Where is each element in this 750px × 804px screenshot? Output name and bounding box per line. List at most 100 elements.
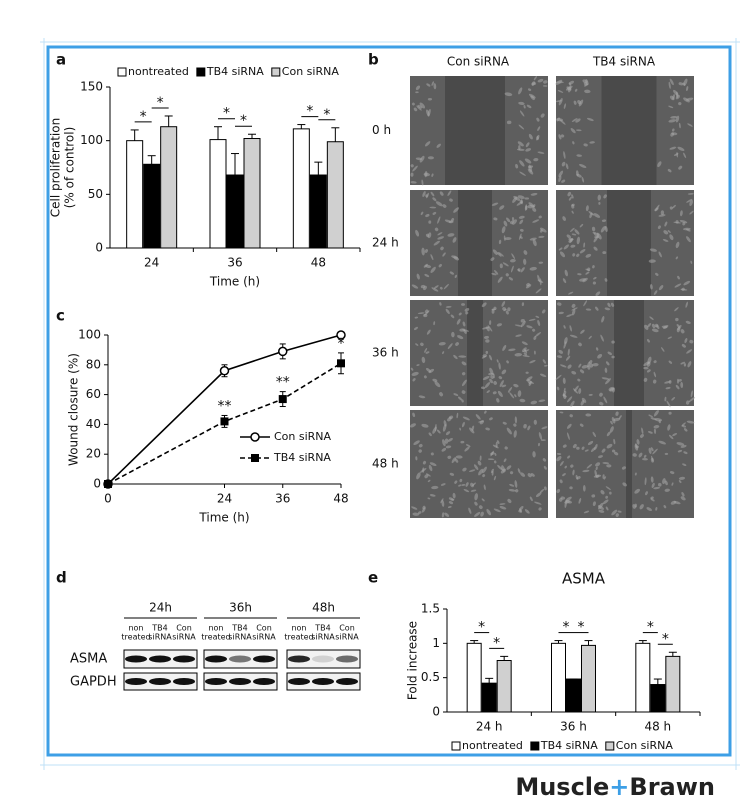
cell xyxy=(539,488,545,493)
cell xyxy=(675,241,680,249)
cell xyxy=(469,427,475,434)
cell xyxy=(576,154,582,157)
cell xyxy=(664,488,670,492)
cell xyxy=(421,356,426,364)
micrograph-bg xyxy=(556,410,694,518)
cell xyxy=(662,239,669,242)
cell xyxy=(658,419,661,424)
cell xyxy=(683,280,691,286)
cell xyxy=(442,204,447,208)
frame xyxy=(46,45,732,757)
cell xyxy=(418,395,426,399)
cell xyxy=(661,347,665,352)
cell xyxy=(474,511,481,517)
cell xyxy=(599,401,604,406)
cell xyxy=(452,492,456,499)
cell xyxy=(442,252,446,257)
legend-label: TB4 siRNA xyxy=(540,739,598,752)
bar xyxy=(292,128,310,249)
cell xyxy=(519,508,522,514)
cell xyxy=(465,482,469,487)
micrograph xyxy=(556,190,694,296)
blot-band xyxy=(149,655,171,663)
cell xyxy=(648,447,652,454)
cell xyxy=(605,495,609,499)
cell xyxy=(674,283,682,288)
series-line xyxy=(107,362,342,485)
cell xyxy=(513,423,517,427)
cell xyxy=(530,400,538,405)
cell xyxy=(685,320,691,324)
cell xyxy=(492,249,498,255)
cell xyxy=(536,135,539,140)
bar xyxy=(581,644,596,713)
blot-band xyxy=(173,655,195,663)
cell xyxy=(583,510,590,514)
cell xyxy=(663,504,667,509)
cell xyxy=(680,361,686,365)
cell xyxy=(449,271,454,275)
lane-label: siRNA xyxy=(148,633,172,642)
cell xyxy=(611,449,616,453)
cell xyxy=(531,81,536,86)
cell xyxy=(523,258,527,265)
cell xyxy=(650,476,654,483)
cell xyxy=(607,351,612,356)
cell xyxy=(571,204,575,209)
cell xyxy=(450,314,455,319)
cell xyxy=(506,465,512,470)
cell xyxy=(461,372,466,376)
y-tick-label: 0.5 xyxy=(421,670,440,684)
cell xyxy=(606,443,613,449)
blot-band xyxy=(149,678,171,685)
y-tick-label: 0 xyxy=(93,477,101,491)
cell xyxy=(432,378,438,382)
cell xyxy=(567,455,571,459)
cell xyxy=(448,497,455,501)
bar xyxy=(143,163,161,249)
cell xyxy=(581,176,585,183)
cell xyxy=(504,446,508,450)
y-tick-label: 100 xyxy=(78,328,101,342)
legend-swatch xyxy=(271,67,281,77)
cell xyxy=(592,431,597,438)
cell xyxy=(464,308,470,312)
cell xyxy=(562,216,566,221)
cell xyxy=(584,449,589,452)
cell xyxy=(440,483,446,486)
cell xyxy=(458,312,462,316)
cell xyxy=(461,399,464,403)
cell xyxy=(453,354,458,360)
cell xyxy=(650,447,654,452)
cell xyxy=(413,440,420,446)
cell xyxy=(499,263,503,269)
cell xyxy=(425,367,432,373)
cell xyxy=(675,115,680,123)
cell xyxy=(593,246,598,251)
cell xyxy=(527,425,531,431)
cell xyxy=(658,214,666,217)
lane-label: Con xyxy=(339,624,355,633)
cell xyxy=(510,265,514,273)
cell xyxy=(418,511,422,515)
cell xyxy=(568,196,572,201)
y-tick-label: 1.5 xyxy=(421,602,440,616)
blot-band xyxy=(125,678,147,685)
cell xyxy=(422,191,426,198)
cell xyxy=(604,367,608,373)
cell xyxy=(675,94,680,100)
cell xyxy=(445,308,450,315)
bar xyxy=(496,660,512,713)
cell xyxy=(573,388,579,394)
cell xyxy=(525,284,532,289)
cell xyxy=(517,195,525,199)
cell xyxy=(587,361,591,368)
cell xyxy=(605,506,609,511)
cell xyxy=(682,463,687,466)
cell xyxy=(535,315,540,318)
cell xyxy=(643,361,650,367)
cell xyxy=(593,213,601,218)
cell xyxy=(578,497,582,504)
lane-label: siRNA xyxy=(311,633,335,642)
cell xyxy=(579,278,587,282)
